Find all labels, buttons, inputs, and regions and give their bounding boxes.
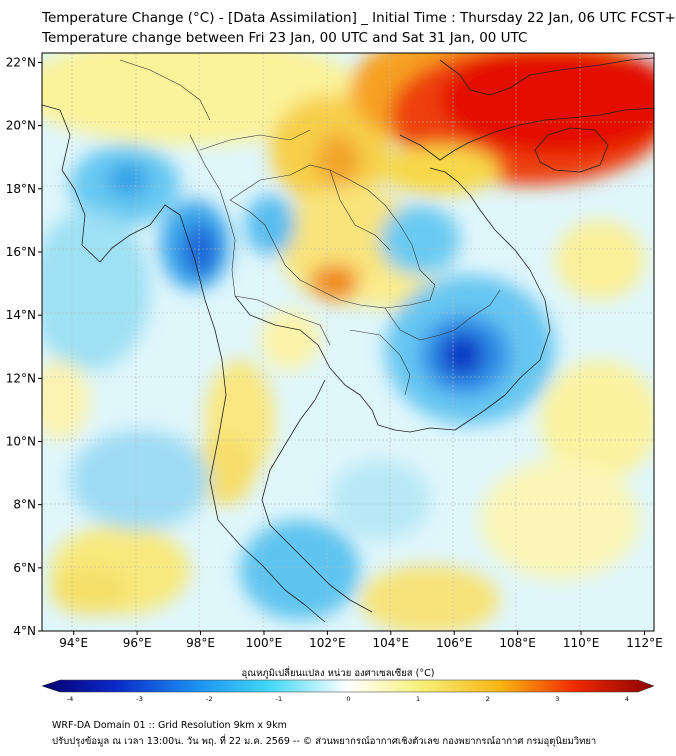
colorbar-tick-label: -2: [206, 695, 212, 703]
lon-tick-label: 98°E: [186, 636, 215, 650]
colorbar: -4 -3 -2 -1 0 1 2 3 4: [41, 679, 655, 703]
lon-tick-label: 100°E: [246, 636, 283, 650]
colorbar-tick-label: 4: [625, 695, 629, 703]
lon-tick-label: 106°E: [436, 636, 473, 650]
colorbar-tick-label: 0: [346, 695, 350, 703]
latitude-labels: 22°N 20°N 18°N 16°N 14°N 12°N 10°N 8°N 6°N 4°N: [6, 55, 42, 638]
colorbar-tick-label: -4: [67, 695, 73, 703]
temperature-field: [42, 53, 654, 631]
lat-tick-label: 20°N: [6, 119, 36, 133]
map-title: Temperature Change (°C) - [Data Assimila…: [42, 10, 676, 26]
country-borders: [119, 59, 501, 396]
colorbar-tick-label: 2: [486, 695, 490, 703]
colorbar-ticks: -4 -3 -2 -1 0 1 2 3 4: [67, 695, 629, 703]
longitude-labels: 94°E 96°E 98°E 100°E 102°E 104°E 106°E 108°E 110…: [59, 631, 663, 650]
colorbar-tick-label: 1: [416, 695, 420, 703]
lon-tick-label: 104°E: [373, 636, 410, 650]
lat-tick-label: 4°N: [13, 624, 36, 638]
lat-tick-label: 10°N: [6, 434, 36, 448]
lat-tick-label: 8°N: [13, 498, 36, 512]
lon-tick-label: 96°E: [123, 636, 152, 650]
coastlines: [42, 57, 654, 623]
update-credit: ปรับปรุงข้อมูล ณ เวลา 13:00น. วัน พฤ. ที…: [52, 736, 597, 747]
lat-lon-grid: [42, 53, 654, 631]
lat-tick-label: 12°N: [6, 371, 36, 385]
lon-tick-label: 102°E: [309, 636, 346, 650]
lat-tick-label: 18°N: [6, 182, 36, 196]
lat-tick-label: 16°N: [6, 245, 36, 259]
lon-tick-label: 108°E: [499, 636, 536, 650]
colorbar-tick-label: 3: [555, 695, 559, 703]
lon-tick-label: 112°E: [626, 636, 663, 650]
colorbar-gradient: [41, 679, 655, 693]
lon-tick-label: 94°E: [59, 636, 88, 650]
map-subtitle: Temperature change between Fri 23 Jan, 0…: [42, 30, 528, 46]
lon-tick-label: 110°E: [563, 636, 600, 650]
lat-tick-label: 22°N: [6, 55, 36, 69]
lat-tick-label: 14°N: [6, 308, 36, 322]
colorbar-tick-label: -1: [276, 695, 282, 703]
colorbar-tick-label: -3: [136, 695, 142, 703]
colorbar-title: อุณหภูมิเปลี่ยนแปลง หน่วย องศาเซลเซียส (…: [241, 668, 435, 679]
model-info: WRF-DA Domain 01 :: Grid Resolution 9km …: [52, 720, 287, 731]
map-frame: [41, 52, 655, 632]
lat-tick-label: 6°N: [13, 561, 36, 575]
